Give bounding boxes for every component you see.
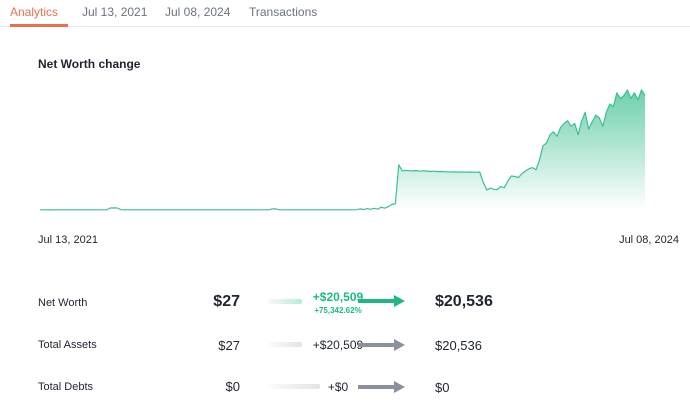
net-worth-area bbox=[40, 90, 645, 210]
net-worth-arrow-icon bbox=[358, 295, 405, 307]
net-worth-change-percent: +75,342.62% bbox=[314, 306, 362, 315]
total-debts-change-bar bbox=[268, 384, 320, 389]
chart-start-date: Jul 13, 2021 bbox=[38, 234, 98, 246]
tab-end-date[interactable]: Jul 08, 2024 bbox=[165, 5, 231, 19]
total-assets-label: Total Assets bbox=[38, 339, 97, 351]
active-tab-indicator bbox=[10, 24, 68, 27]
net-worth-chart bbox=[0, 80, 690, 220]
net-worth-start-value: $27 bbox=[213, 293, 240, 310]
total-debts-label: Total Debts bbox=[38, 381, 94, 393]
total-debts-change-value: +$0 bbox=[327, 380, 349, 394]
tab-bar: Analytics Jul 13, 2021 Jul 08, 2024 Tran… bbox=[0, 0, 690, 27]
total-debts-arrow-icon bbox=[358, 381, 405, 393]
total-assets-arrow-icon bbox=[358, 339, 405, 351]
total-assets-start-value: $27 bbox=[218, 338, 240, 353]
total-assets-end-value: $20,536 bbox=[435, 338, 482, 353]
total-assets-change-bar bbox=[268, 342, 302, 347]
tab-transactions[interactable]: Transactions bbox=[249, 5, 318, 19]
net-worth-change-bar bbox=[268, 299, 302, 304]
net-worth-chart-svg bbox=[40, 89, 646, 211]
total-debts-end-value: $0 bbox=[435, 380, 450, 395]
tab-start-date[interactable]: Jul 13, 2021 bbox=[82, 5, 148, 19]
tab-analytics[interactable]: Analytics bbox=[10, 5, 59, 19]
net-worth-label: Net Worth bbox=[38, 297, 88, 309]
section-title: Net Worth change bbox=[38, 57, 141, 71]
net-worth-change-value: +$20,509 bbox=[312, 290, 364, 304]
total-debts-start-value: $0 bbox=[225, 379, 240, 394]
net-worth-line bbox=[40, 89, 646, 211]
total-assets-change-value: +$20,509 bbox=[312, 338, 364, 352]
net-worth-end-value: $20,536 bbox=[435, 293, 493, 310]
chart-end-date: Jul 08, 2024 bbox=[619, 234, 679, 246]
